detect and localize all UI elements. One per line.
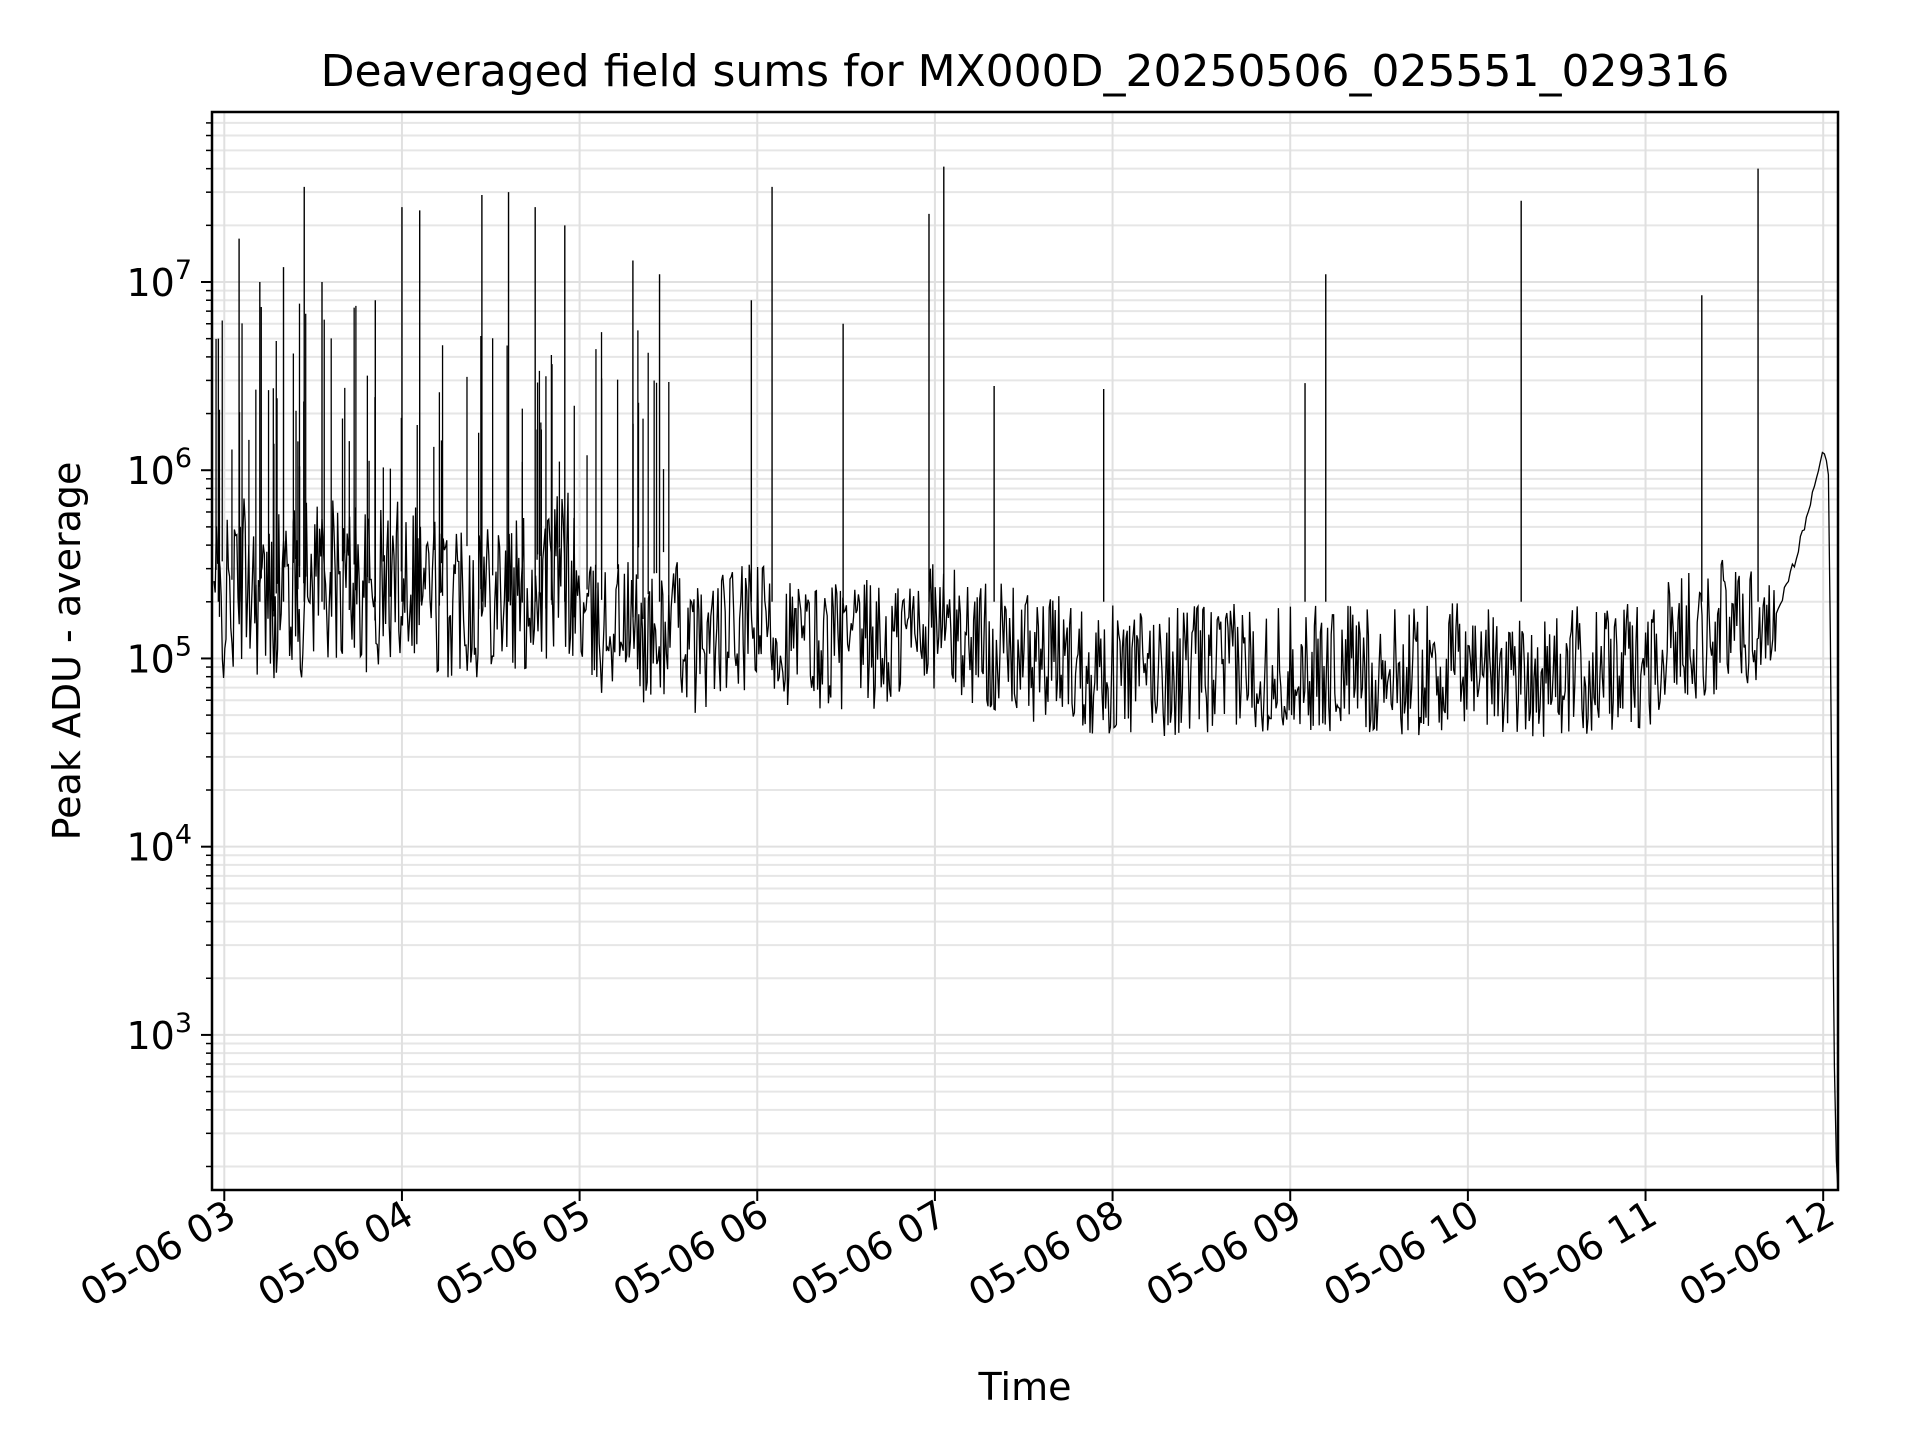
y-tick-label: 104 xyxy=(126,820,192,870)
plot-frame xyxy=(210,110,1840,1192)
data-series xyxy=(213,166,1839,1191)
y-tick-label: 105 xyxy=(126,631,192,681)
y-tick-label: 106 xyxy=(126,443,192,493)
y-tick-label: 107 xyxy=(126,255,192,305)
y-axis-label: Peak ADU - average xyxy=(45,462,89,841)
y-tick-label: 103 xyxy=(126,1008,192,1058)
x-axis-label: Time xyxy=(978,1365,1072,1409)
chart-title: Deaveraged field sums for MX000D_2025050… xyxy=(321,46,1730,97)
grid xyxy=(212,112,1838,1190)
